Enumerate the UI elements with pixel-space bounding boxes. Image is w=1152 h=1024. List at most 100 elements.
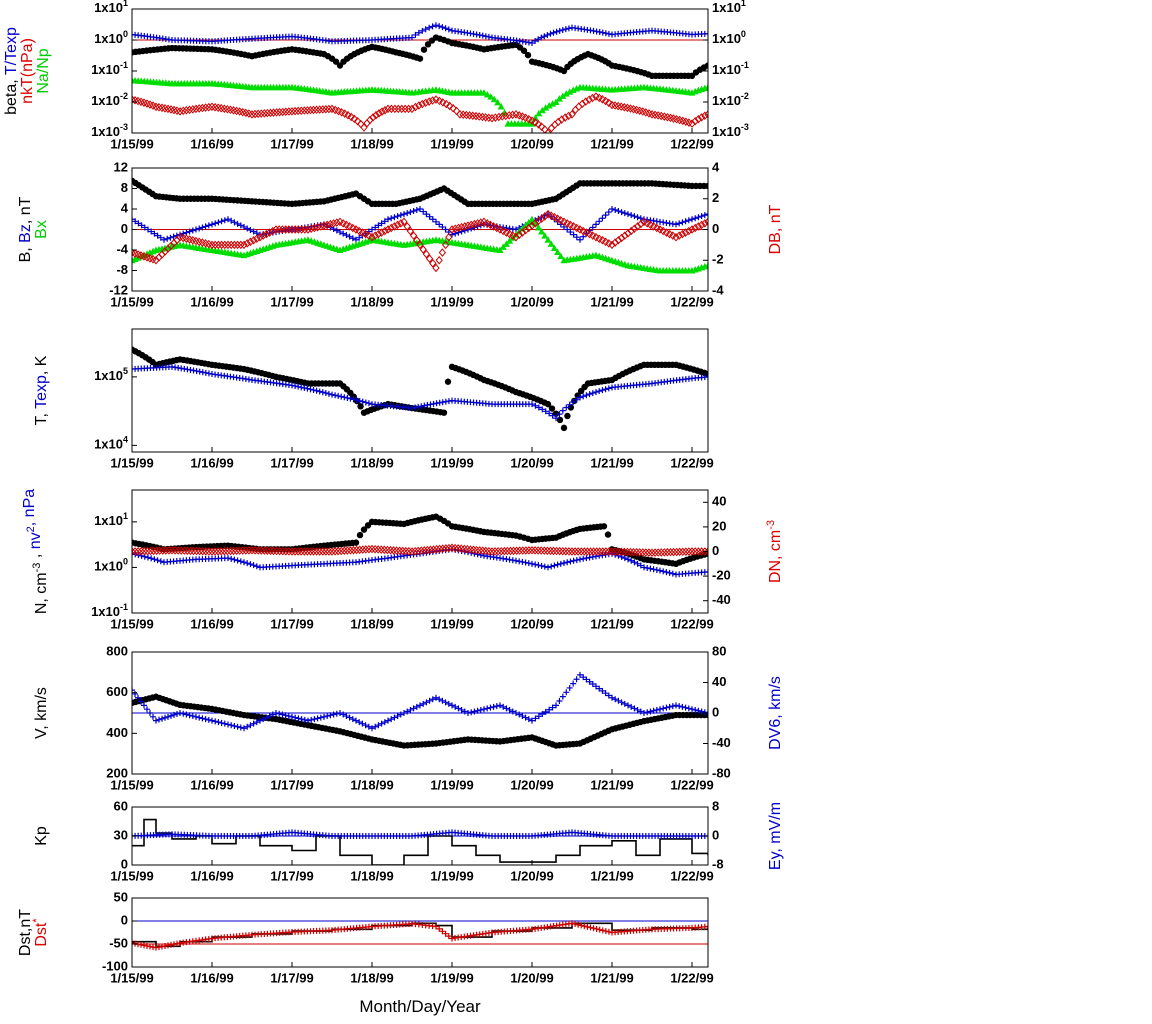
data-point	[356, 531, 364, 539]
data-point	[518, 112, 527, 121]
data-point	[512, 232, 520, 242]
x-tick-label: 1/21/99	[590, 136, 633, 151]
y-tick-label: -100	[102, 958, 128, 973]
y-tick-label: 1x100	[94, 557, 128, 574]
data-point	[269, 546, 278, 556]
data-point	[303, 106, 312, 115]
data-point	[356, 719, 363, 726]
data-point	[385, 216, 391, 223]
data-point	[408, 104, 416, 114]
data-point	[554, 248, 562, 256]
data-point	[292, 383, 299, 390]
data-point	[429, 696, 436, 703]
data-point	[316, 388, 323, 395]
data-point	[211, 547, 219, 556]
data-point	[202, 369, 209, 376]
data-point	[566, 401, 573, 408]
data-point	[705, 373, 708, 380]
data-point	[651, 548, 659, 557]
data-point	[397, 219, 405, 228]
data-point	[660, 705, 667, 712]
data-point	[682, 117, 690, 127]
data-point	[562, 26, 569, 33]
data-point	[418, 99, 426, 109]
data-point	[624, 229, 632, 238]
y-tick-label: 1x10-2	[91, 91, 128, 108]
plot-frame	[131, 897, 709, 968]
data-point	[660, 568, 667, 575]
data-point	[374, 229, 383, 239]
data-point	[454, 544, 462, 553]
x-tick-label: 1/19/99	[430, 868, 473, 883]
data-point	[257, 717, 263, 724]
data-point	[369, 725, 375, 732]
data-point	[366, 115, 374, 125]
data-point	[697, 113, 706, 122]
data-point	[250, 228, 257, 235]
data-point	[356, 545, 364, 555]
x-tick-label: 1/16/99	[190, 455, 233, 470]
data-point	[177, 546, 185, 555]
series-group	[132, 513, 708, 578]
data-point	[288, 547, 296, 556]
data-point	[389, 546, 398, 555]
data-point	[637, 562, 644, 569]
data-point	[185, 105, 194, 115]
data-point	[590, 925, 597, 932]
data-point	[695, 707, 702, 714]
data-point	[472, 545, 481, 555]
data-point	[685, 118, 693, 127]
data-point	[689, 706, 695, 713]
data-point	[410, 705, 417, 712]
data-point	[542, 408, 549, 415]
data-point	[566, 684, 573, 691]
data-point	[253, 563, 260, 570]
data-point	[495, 112, 503, 122]
data-point	[570, 231, 577, 238]
data-point	[186, 546, 195, 556]
data-point	[551, 120, 559, 129]
data-point	[663, 704, 670, 711]
x-tick-label: 1/15/99	[110, 455, 153, 470]
y-axis-title: Dst*	[31, 918, 50, 947]
data-point	[626, 547, 635, 557]
data-point	[141, 702, 147, 709]
data-point	[615, 697, 622, 704]
panel-dst: -100 -50 0 50 1/15/99 1/16/99 1/17/99 1/18/99 1/…	[17, 889, 714, 985]
data-point	[491, 113, 500, 122]
data-point	[265, 228, 274, 237]
data-point	[672, 547, 681, 557]
data-point	[426, 545, 435, 555]
data-point	[177, 231, 183, 238]
x-tick-label: 1/18/99	[350, 616, 393, 631]
data-point	[567, 558, 574, 565]
y-tick-label: 60	[114, 798, 128, 813]
data-point	[673, 702, 679, 709]
data-point	[334, 106, 343, 116]
data-point	[145, 554, 151, 561]
y-axis-title: Kp	[33, 826, 50, 846]
data-point	[634, 706, 641, 713]
data-point	[628, 703, 635, 710]
series-group	[132, 671, 708, 749]
data-point	[560, 424, 568, 432]
data-point	[295, 715, 302, 722]
data-point	[469, 545, 478, 555]
panel-n: 1x10-1 1x100 1x101 -40 -20 0 20 40 1/15/99 1/16/9…	[21, 489, 784, 632]
data-point	[593, 221, 599, 228]
data-point	[262, 229, 271, 239]
data-point	[138, 222, 145, 229]
data-point	[609, 206, 615, 212]
data-point	[498, 112, 506, 121]
data-point	[524, 51, 532, 59]
data-point	[695, 214, 702, 221]
series-group	[132, 346, 708, 432]
data-point	[549, 546, 558, 556]
data-point	[436, 221, 443, 228]
data-point	[615, 208, 622, 215]
data-point	[266, 713, 273, 720]
data-point	[375, 109, 383, 118]
x-tick-label: 1/16/99	[190, 777, 233, 792]
y-tick-label: -4	[116, 241, 128, 256]
y-right-tick-label: 1x10-1	[712, 60, 749, 77]
